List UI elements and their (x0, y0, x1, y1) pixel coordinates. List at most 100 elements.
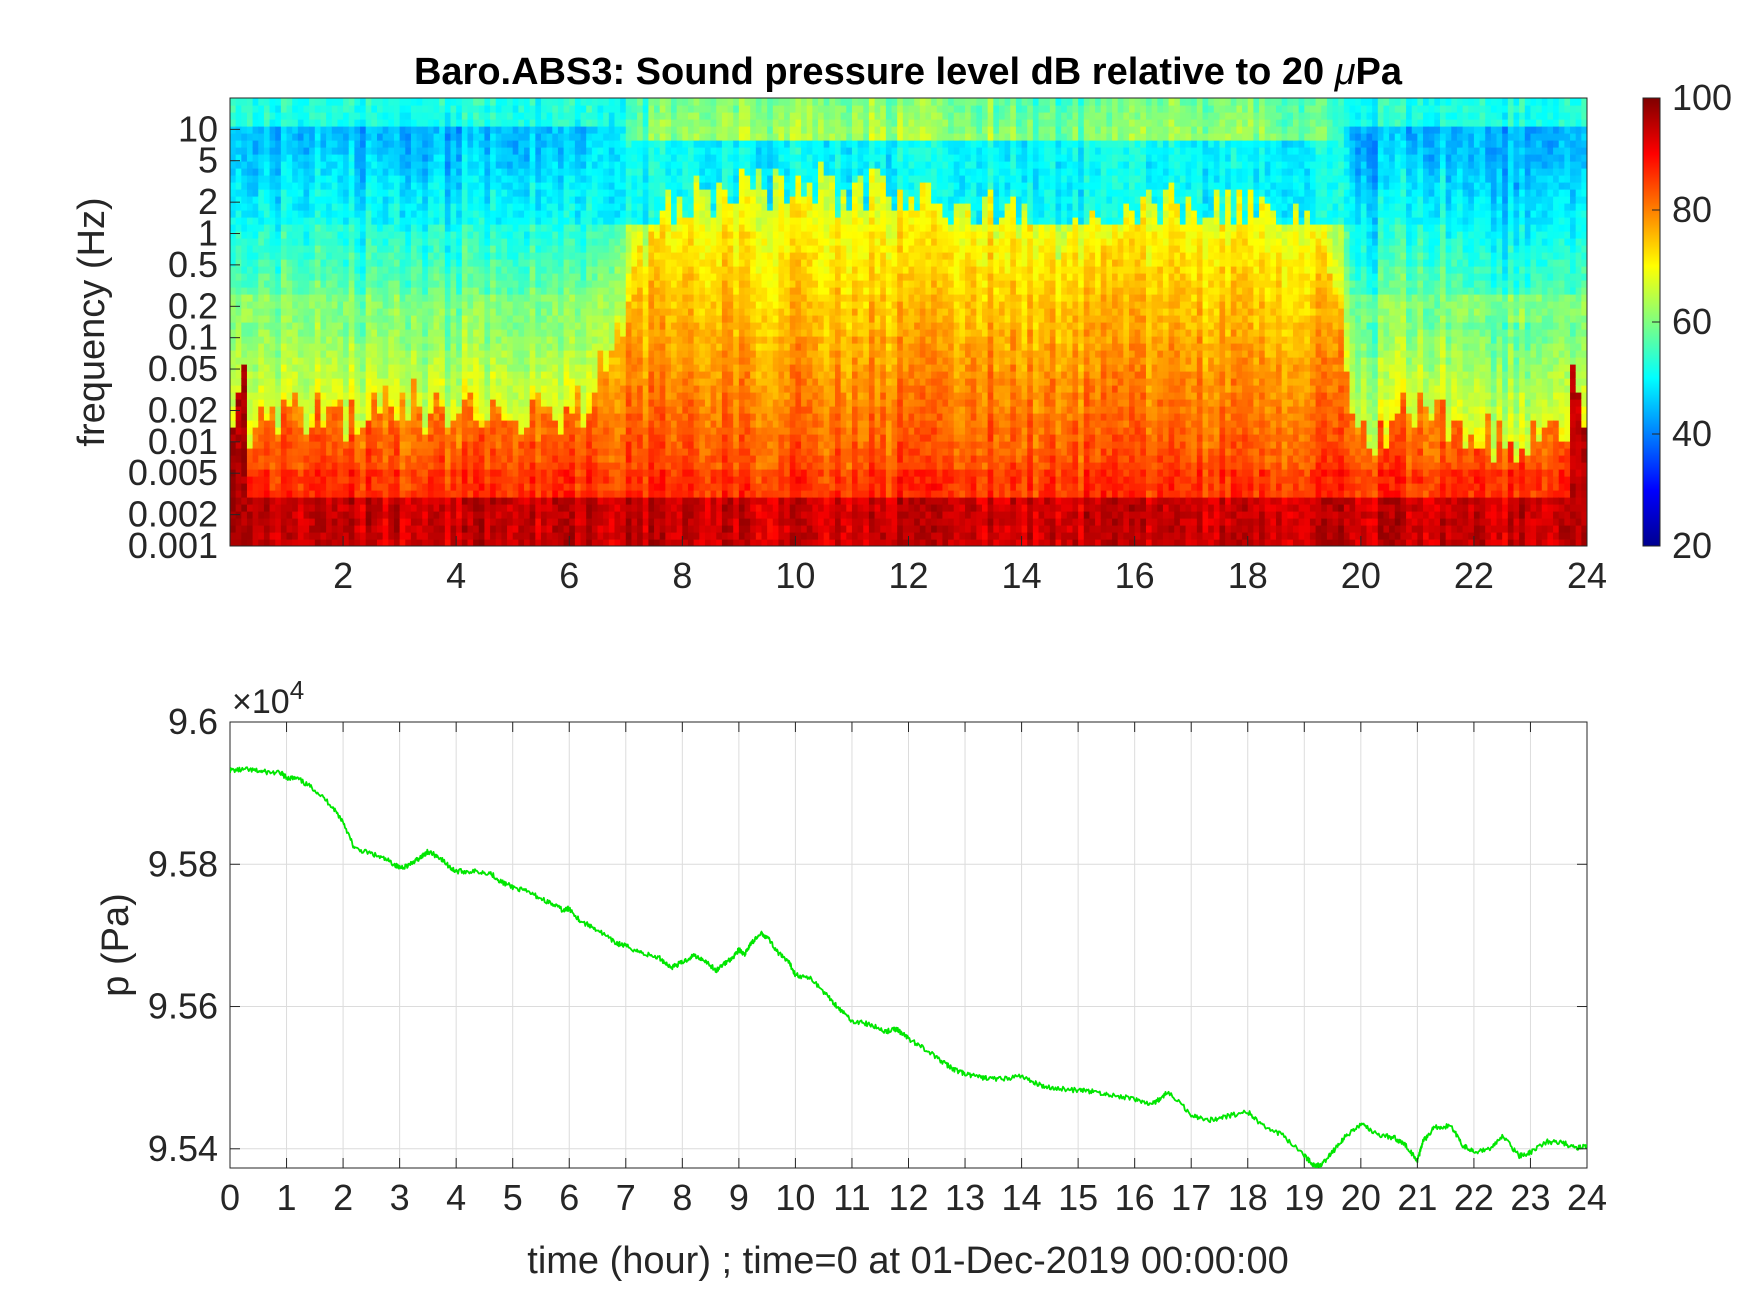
spectrogram-cell (614, 518, 621, 526)
spectrogram-cell (320, 315, 327, 323)
spectrogram-cell (292, 182, 299, 190)
spectrogram-cell (625, 231, 633, 239)
spectrogram-cell (348, 231, 355, 239)
spectrogram-cell (659, 504, 666, 512)
spectrogram-cell (648, 301, 655, 309)
spectrogram-cell (654, 231, 661, 239)
spectrogram-cell (563, 406, 570, 414)
spectrogram-cell (399, 462, 406, 470)
spectrogram-cell (625, 189, 633, 197)
spectrogram-cell (574, 385, 582, 393)
spectrogram-cell (659, 266, 666, 274)
spectrogram-cell (631, 462, 638, 470)
spectrogram-cell (586, 301, 593, 309)
spectrogram-cell (297, 427, 305, 435)
spectrogram-cell (230, 140, 237, 148)
spectrogram-cell (331, 308, 339, 316)
spectrogram-cell (337, 196, 344, 204)
spectrogram-cell (665, 189, 672, 197)
spectrogram-cell (597, 476, 604, 484)
spectrogram-cell (456, 154, 463, 162)
spectrogram-cell (427, 434, 435, 442)
spectrogram-cell (416, 539, 423, 546)
spectrogram-cell (258, 231, 265, 239)
spectrogram-cell (382, 182, 389, 190)
spectrogram-cell (427, 448, 435, 456)
spectrogram-cell (348, 399, 355, 407)
spectrogram-cell (507, 280, 514, 288)
spectrogram-cell (654, 525, 661, 533)
spectrogram-cell (484, 98, 491, 106)
spectrogram-cell (399, 483, 406, 491)
spectrogram-cell (501, 133, 508, 141)
spectrogram-cell (320, 539, 327, 546)
spectrogram-cell (371, 273, 378, 281)
spectrogram-cell (275, 364, 282, 372)
spectrogram-cell (557, 301, 565, 309)
spectrogram-cell (620, 350, 627, 358)
spectrogram-cell (275, 189, 282, 197)
spectrogram-cell (614, 329, 621, 337)
spectrogram-cell (512, 511, 519, 519)
spectrogram-cell (422, 518, 429, 526)
spectrogram-cell (286, 168, 293, 176)
spectrogram-cell (642, 462, 649, 470)
spectrogram-cell (473, 469, 480, 477)
spectrogram-cell (501, 126, 508, 134)
spectrogram-cell (343, 462, 350, 470)
spectrogram-cell (620, 504, 627, 512)
spectrogram-cell (348, 322, 355, 330)
spectrogram-cell (461, 315, 469, 323)
spectrogram-cell (433, 189, 440, 197)
spectrogram-cell (286, 182, 293, 190)
spectrogram-cell (614, 413, 621, 421)
spectrogram-cell (354, 252, 361, 260)
spectrogram-cell (518, 336, 525, 344)
spectrogram-cell (235, 343, 242, 351)
spectrogram-cell (569, 273, 576, 281)
spectrogram-cell (648, 175, 655, 183)
spectrogram-cell (637, 126, 644, 134)
spectrogram-cell (241, 371, 248, 379)
spectrogram-cell (659, 525, 666, 533)
spectrogram-cell (642, 224, 649, 232)
spectrogram-cell (620, 112, 627, 120)
spectrogram-cell (292, 497, 299, 505)
spectrogram-cell (422, 217, 429, 225)
spectrogram-cell (659, 413, 666, 421)
spectrogram-cell (529, 140, 536, 148)
spectrogram-cell (354, 406, 361, 414)
spectrogram-cell (490, 532, 497, 540)
spectrogram-cell (586, 168, 593, 176)
spectrogram-cell (399, 112, 406, 120)
spectrogram-cell (337, 434, 344, 442)
spectrogram-cell (478, 518, 486, 526)
spectrogram-cell (320, 210, 327, 218)
spectrogram-cell (365, 399, 372, 407)
spectrogram-cell (552, 406, 559, 414)
spectrogram-cell (427, 182, 435, 190)
spectrogram-cell (297, 245, 305, 253)
spectrogram-cell (552, 462, 559, 470)
spectrogram-cell (314, 189, 322, 197)
spectrogram-cell (450, 182, 457, 190)
spectrogram-cell (529, 147, 536, 155)
spectrogram-cell (297, 161, 305, 169)
spectrogram-cell (433, 371, 440, 379)
spectrogram-cell (439, 364, 446, 372)
spectrogram-cell (456, 427, 463, 435)
chart-title: Baro.ABS3: Sound pressure level dB relat… (414, 51, 1403, 93)
spectrogram-cell (518, 434, 525, 442)
spectrogram-cell (665, 119, 672, 127)
spectrogram-cell (659, 280, 666, 288)
spectrogram-cell (603, 441, 610, 449)
spectrogram-cell (456, 238, 463, 246)
spectrogram-cell (524, 112, 531, 120)
spectrogram-cell (258, 203, 265, 211)
spectrogram-cell (235, 357, 242, 365)
spectrogram-cell (393, 539, 401, 546)
spectrogram-cell (388, 175, 395, 183)
spectrogram-cell (416, 308, 423, 316)
spectrogram-cell (591, 434, 599, 442)
spectrogram-cell (495, 518, 502, 526)
